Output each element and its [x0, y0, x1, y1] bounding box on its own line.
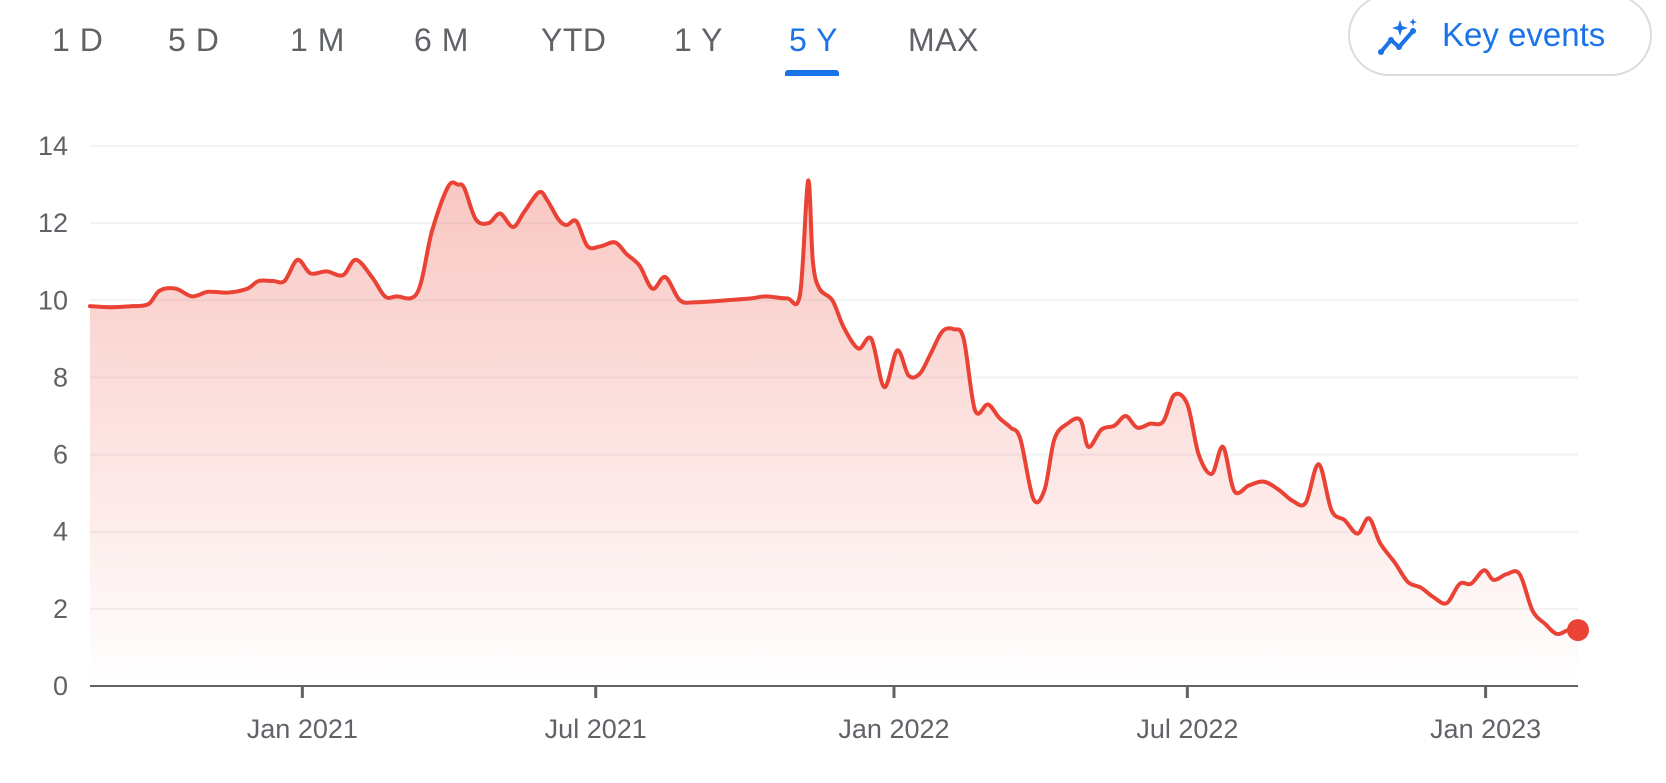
y-tick-label: 6 [53, 440, 68, 470]
price-line [88, 178, 1580, 637]
x-axis: Jan 2021 Jul 2021 Jan 2022 Jul 2022 Jan 2023 [247, 686, 1541, 744]
x-tick-label: Jan 2022 [838, 714, 949, 744]
sparkle-trend-icon [1378, 18, 1417, 55]
key-events-button[interactable]: Key events [1348, 0, 1652, 76]
y-tick-label: 2 [53, 594, 68, 624]
x-tick-label: Jul 2022 [1136, 714, 1238, 744]
y-tick-label: 4 [53, 517, 68, 547]
tab-max[interactable]: MAX [908, 22, 979, 58]
active-tab-indicator [785, 70, 839, 76]
y-tick-label: 12 [38, 208, 68, 238]
tab-1d[interactable]: 1 D [52, 22, 104, 58]
x-tick-label: Jan 2023 [1430, 714, 1541, 744]
tab-5y[interactable]: 5 Y [789, 22, 838, 58]
x-tick-label: Jan 2021 [247, 714, 358, 744]
y-axis: 0 2 4 6 8 10 12 14 [38, 131, 68, 701]
y-tick-label: 0 [53, 671, 68, 701]
y-tick-label: 14 [38, 131, 68, 161]
tab-6m[interactable]: 6 M [414, 22, 469, 58]
y-tick-label: 10 [38, 285, 68, 315]
latest-price-dot [1567, 619, 1589, 642]
price-area [90, 180, 1578, 686]
y-tick-label: 8 [53, 362, 68, 392]
tab-1y[interactable]: 1 Y [674, 22, 723, 58]
key-events-label: Key events [1442, 16, 1606, 53]
x-tick-label: Jul 2021 [545, 714, 647, 744]
tab-ytd[interactable]: YTD [541, 22, 607, 58]
tab-1m[interactable]: 1 M [290, 22, 345, 58]
range-tabs: 1 D 5 D 1 M 6 M YTD 1 Y 5 Y MAX [0, 0, 1100, 90]
tab-5d[interactable]: 5 D [168, 22, 220, 58]
